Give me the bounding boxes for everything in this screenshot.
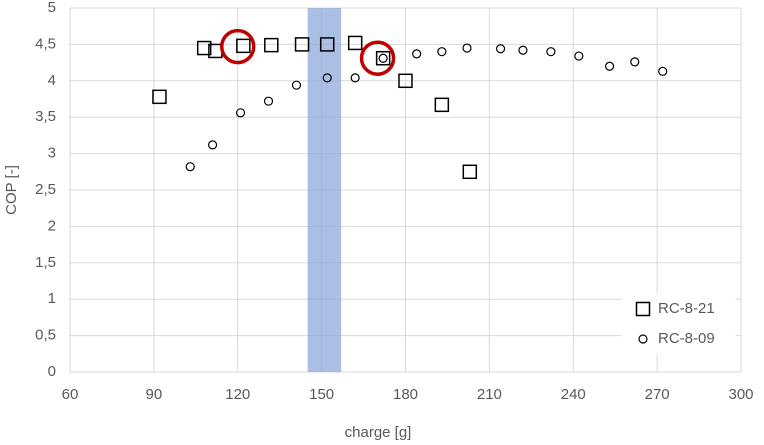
y-tick-label: 2: [48, 217, 56, 234]
y-tick-label: 4: [48, 72, 56, 89]
square-marker: [152, 89, 167, 105]
circle-marker: [291, 80, 302, 90]
y-tick-label: 5: [48, 0, 56, 16]
y-axis-title: COP [-]: [3, 165, 20, 215]
circle-marker: [185, 162, 195, 172]
series: [152, 35, 478, 180]
x-tick-label: 120: [225, 386, 250, 403]
highlight-ring: [220, 28, 256, 65]
circle-marker: [574, 51, 584, 61]
square-marker: [264, 37, 279, 53]
square-marker: [398, 73, 413, 89]
square-marker: [635, 301, 651, 317]
legend-label: RC-8-21: [658, 300, 715, 317]
circle-marker: [658, 66, 668, 76]
y-tick-label: 1: [48, 290, 56, 307]
x-tick-label: 300: [728, 386, 753, 403]
square-marker: [462, 164, 478, 180]
circle-marker: [263, 96, 274, 106]
x-axis-title: charge [g]: [345, 424, 412, 441]
x-tick-label: 270: [645, 386, 670, 403]
x-tick-label: 180: [393, 386, 418, 403]
legend-box: [621, 293, 736, 355]
legend-label: RC-8-09: [658, 330, 715, 347]
circle-marker: [437, 47, 447, 57]
circle-marker: [322, 73, 332, 83]
square-marker: [375, 50, 391, 66]
circle-marker: [207, 140, 218, 150]
x-tick-label: 240: [561, 386, 586, 403]
y-tick-label: 4,5: [35, 35, 56, 52]
square-marker: [347, 35, 363, 51]
circle-marker: [604, 61, 615, 71]
highlight-ring: [359, 40, 396, 76]
square-marker: [236, 38, 251, 54]
x-tick-label: 90: [146, 386, 163, 403]
square-marker: [319, 37, 335, 52]
circle-marker: [495, 44, 506, 54]
circle-marker: [412, 49, 422, 59]
circle-marker: [462, 43, 472, 53]
shaded-band: [307, 8, 342, 372]
y-tick-label: 0: [48, 363, 56, 380]
square-marker: [294, 37, 310, 52]
y-tick-label: 1,5: [35, 254, 56, 271]
circle-marker: [546, 47, 556, 57]
y-tick-label: 0,5: [35, 327, 56, 344]
x-tick-label: 60: [62, 386, 79, 403]
y-tick-label: 2,5: [35, 181, 56, 198]
y-tick-label: 3,5: [35, 108, 56, 125]
circle-marker: [518, 45, 528, 55]
x-tick-label: 150: [309, 386, 334, 403]
square-marker: [196, 40, 212, 56]
series: [185, 43, 668, 172]
legend: RC-8-21 RC-8-09: [621, 293, 736, 355]
y-tick-label: 3: [48, 145, 56, 162]
circle-marker: [638, 334, 648, 344]
circle-marker: [378, 53, 388, 63]
x-tick-label: 210: [477, 386, 502, 403]
square-marker: [434, 97, 450, 113]
circle-marker: [630, 57, 640, 67]
circle-marker: [350, 73, 360, 83]
circle-marker: [235, 108, 246, 118]
